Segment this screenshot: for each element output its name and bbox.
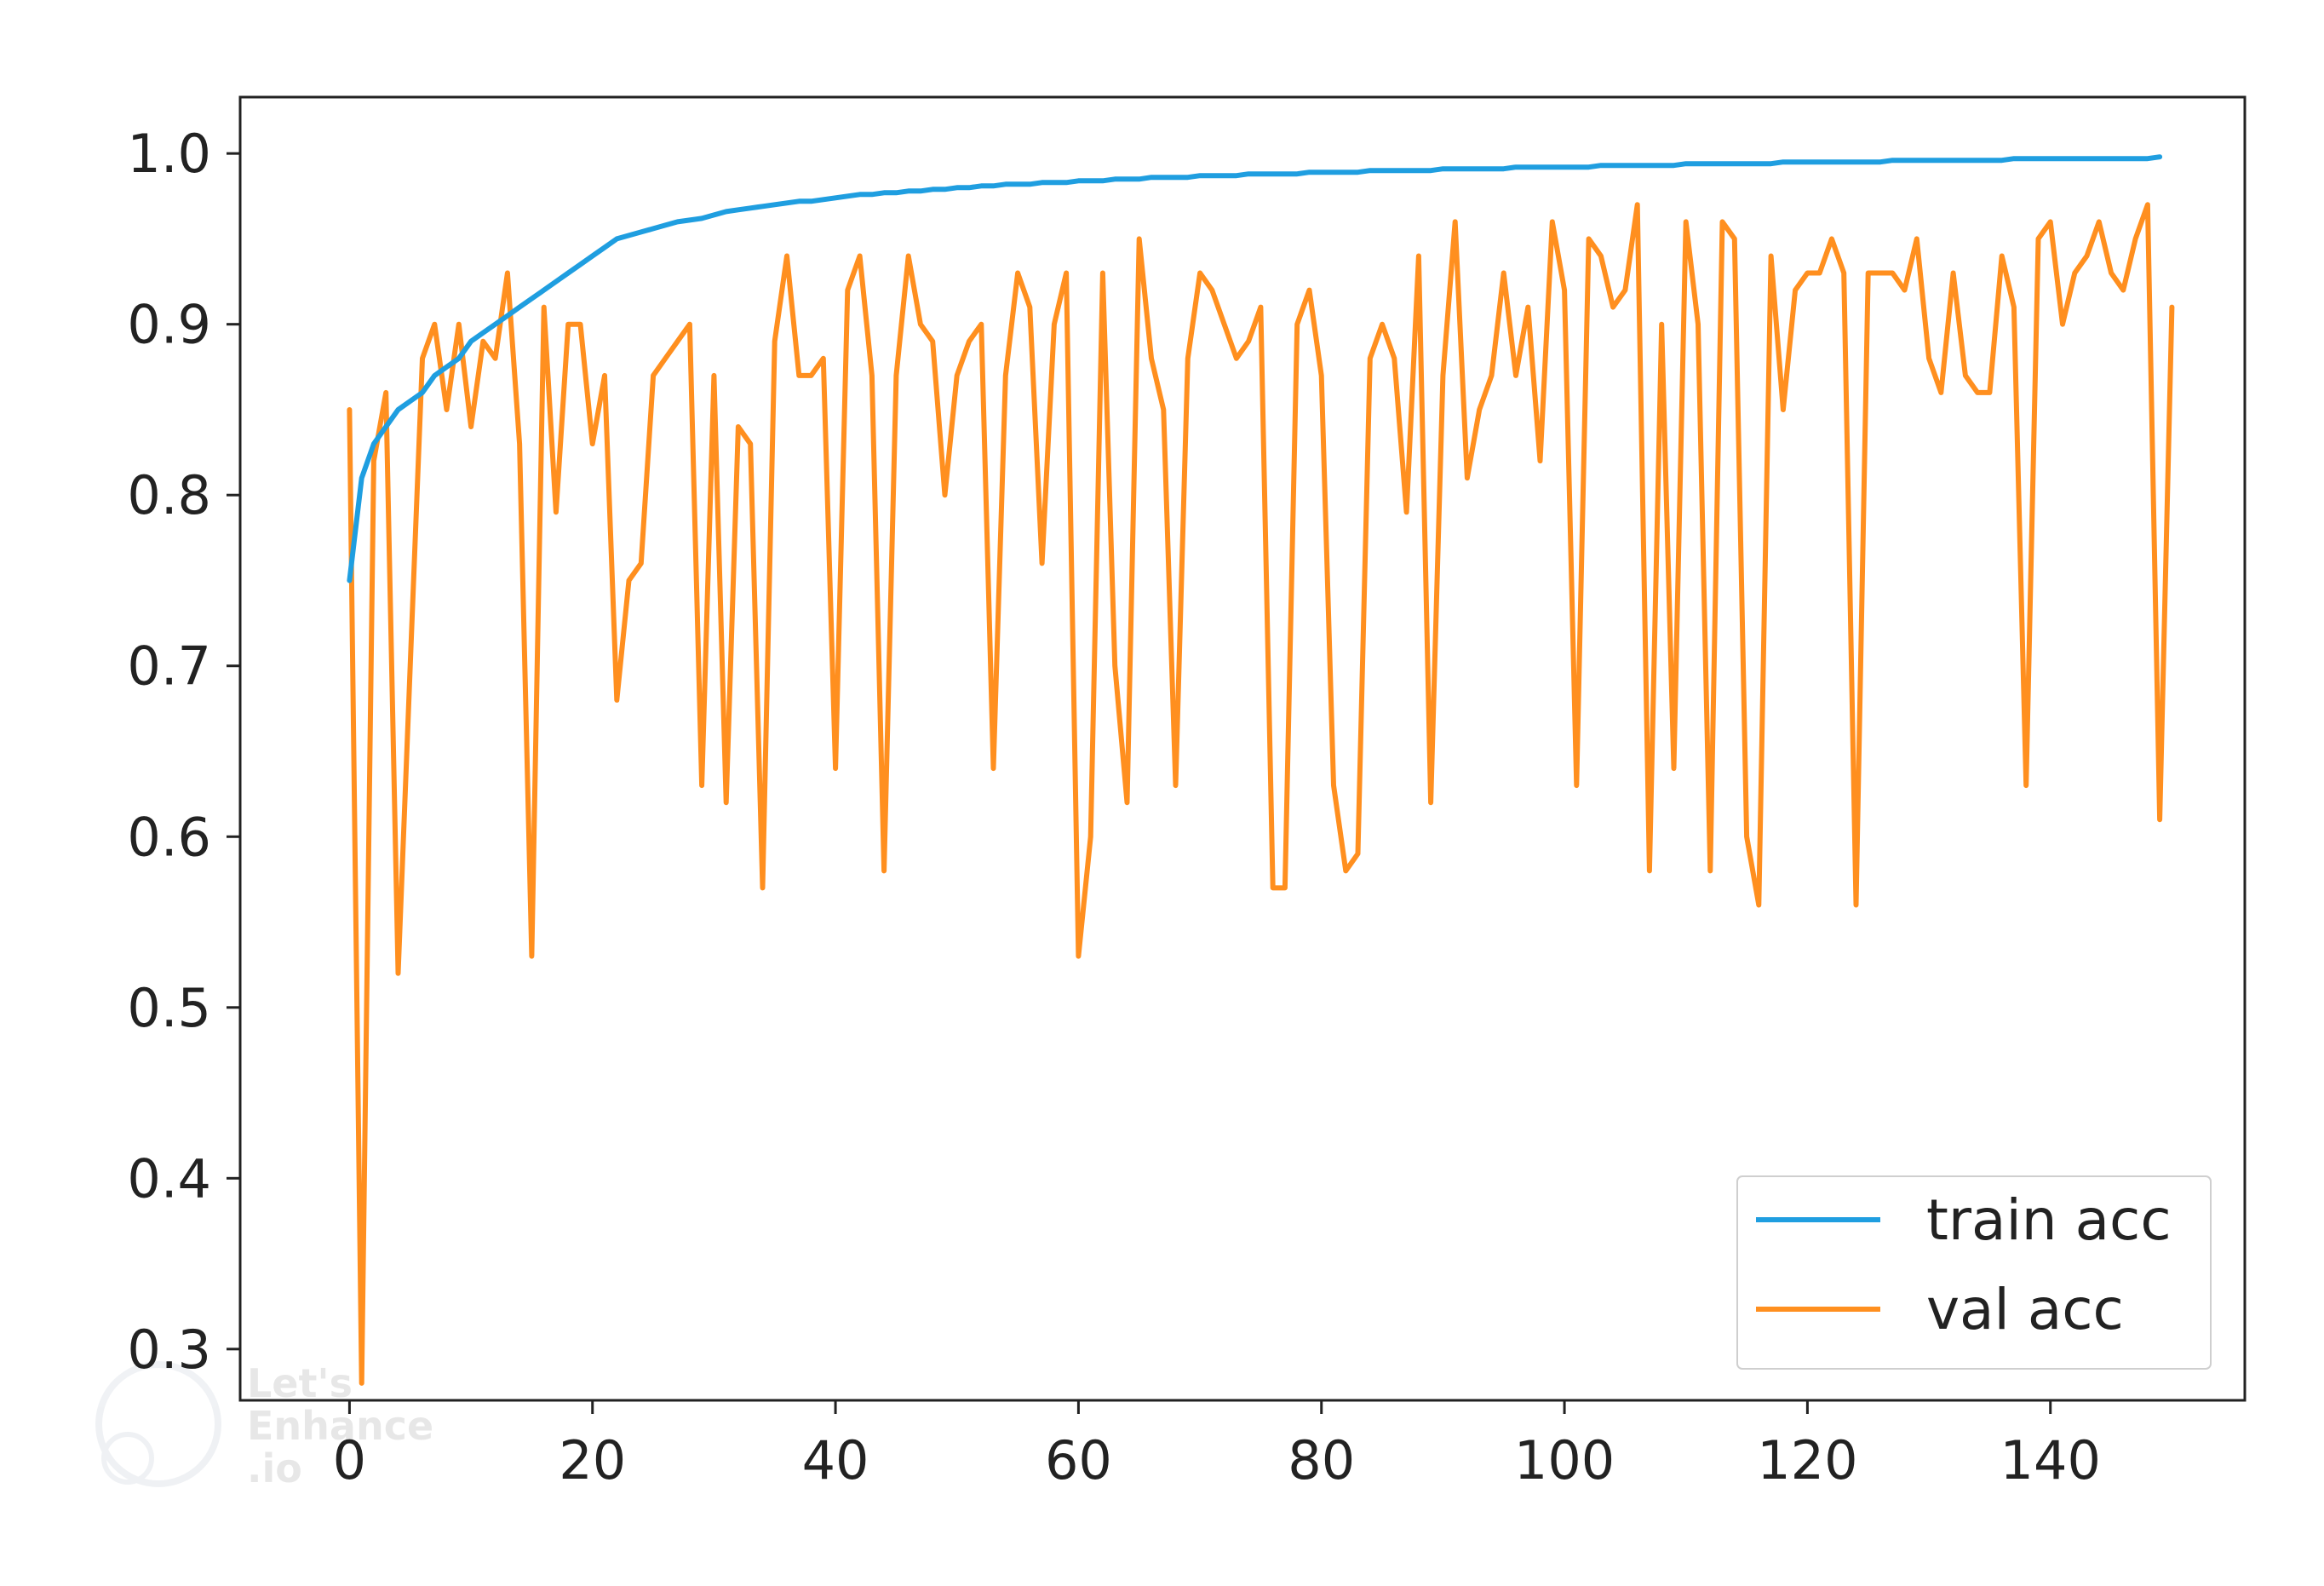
y-tick-label: 0.9	[127, 294, 211, 356]
x-tick-label: 60	[1045, 1429, 1112, 1491]
legend-label-train-acc: train acc	[1926, 1187, 2172, 1253]
x-tick-label: 100	[1514, 1429, 1615, 1491]
plot-frame	[238, 95, 2247, 1402]
x-tick-label: 120	[1757, 1429, 1857, 1491]
series-line-train-acc	[347, 154, 2163, 583]
legend-label-val-acc: val acc	[1926, 1277, 2124, 1342]
watermark-logo: Let's Enhance .io	[95, 1360, 433, 1491]
x-tick-label: 40	[802, 1429, 869, 1491]
legend-box	[1736, 1175, 2212, 1370]
y-tick-label: 1.0	[127, 123, 211, 185]
y-tick-label: 0.4	[127, 1147, 211, 1210]
series-line-val-acc	[347, 202, 2175, 1386]
svg-text:.io: .io	[247, 1445, 302, 1491]
y-tick-label: 0.5	[127, 977, 211, 1039]
y-tick-label: 0.3	[127, 1319, 211, 1381]
y-tick-label: 0.7	[127, 635, 211, 698]
svg-text:Let's: Let's	[247, 1360, 353, 1406]
x-tick-label: 140	[2000, 1429, 2101, 1491]
y-tick-label: 0.6	[127, 806, 211, 868]
x-tick-label: 0	[333, 1429, 366, 1491]
x-tick-label: 80	[1288, 1429, 1355, 1491]
x-tick-label: 20	[559, 1429, 626, 1491]
legend: train acc val acc	[1736, 1175, 2212, 1370]
svg-text:Enhance: Enhance	[247, 1403, 433, 1449]
y-tick-label: 0.8	[127, 464, 211, 526]
